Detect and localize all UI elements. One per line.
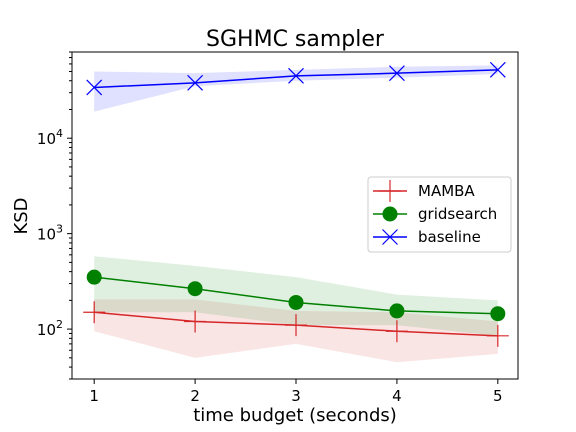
point-gridsearch-4 [389, 303, 404, 318]
legend-label-gridsearch: gridsearch [418, 205, 497, 223]
y-axis-label: KSD [11, 197, 32, 234]
y-axis: 102 103 104 [37, 52, 72, 379]
y-tick-label: 104 [37, 127, 63, 148]
y-tick-label: 102 [37, 318, 63, 339]
x-tick-label: 2 [190, 387, 200, 405]
legend-label-baseline: baseline [418, 228, 481, 246]
x-axis-label: time budget (seconds) [193, 405, 397, 426]
point-gridsearch-2 [188, 281, 203, 296]
chart-title: SGHMC sampler [206, 27, 385, 52]
legend: MAMBA gridsearch baseline [368, 177, 511, 252]
x-tick-label: 3 [291, 387, 301, 405]
legend-label-mamba: MAMBA [418, 182, 475, 200]
x-tick-label: 1 [89, 387, 99, 405]
x-tick-label: 5 [493, 387, 503, 405]
point-gridsearch-5 [490, 306, 505, 321]
point-gridsearch-3 [289, 295, 304, 310]
legend-marker-gridsearch [383, 207, 398, 222]
x-axis: 1 2 3 4 5 [89, 379, 502, 405]
y-tick-label: 103 [37, 223, 63, 244]
x-tick-label: 4 [392, 387, 402, 405]
point-gridsearch-1 [87, 270, 102, 285]
